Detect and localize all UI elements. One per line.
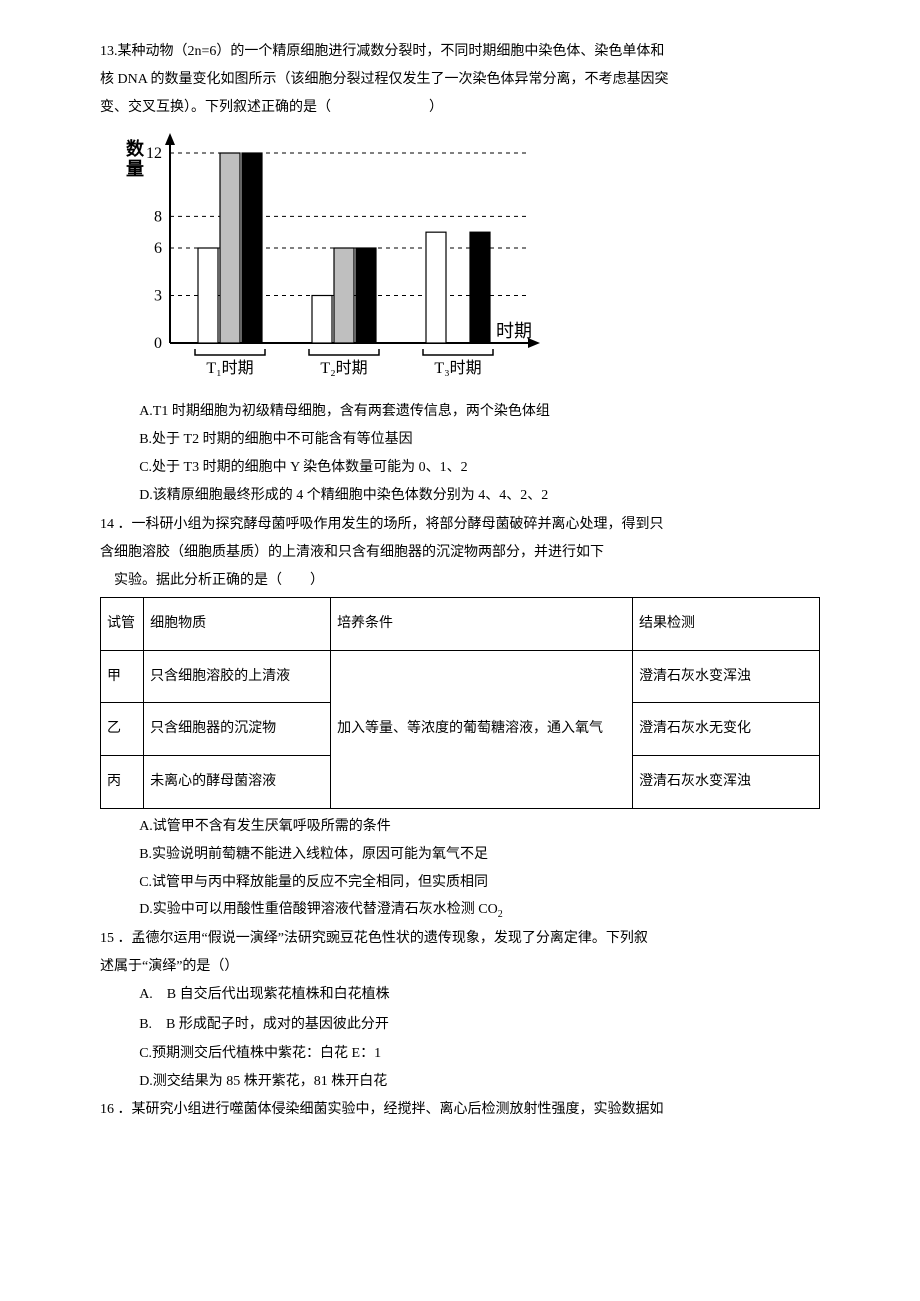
th-tube: 试管 — [101, 597, 144, 650]
cell-material-3: 未离心的酵母菌溶液 — [144, 756, 331, 809]
q13-option-b: B.处于 T2 时期的细胞中不可能含有等位基因 — [100, 428, 820, 452]
bar-chart-svg: 0 3 6 8 12数量时期 T₁时期 T₂时期 T₃时期 — [100, 125, 540, 385]
cell-result-1: 澄清石灰水变浑浊 — [633, 650, 820, 703]
svg-text:T₃时期: T₃时期 — [434, 359, 481, 377]
svg-text:6: 6 — [154, 240, 162, 257]
svg-text:0: 0 — [154, 335, 162, 352]
cell-material-1: 只含细胞溶胶的上清液 — [144, 650, 331, 703]
cell-material-2: 只含细胞器的沉淀物 — [144, 703, 331, 756]
q13-option-d: D.该精原细胞最终形成的 4 个精细胞中染色体数分别为 4、4、2、2 — [100, 484, 820, 508]
q14-option-a: A.试管甲不含有发生厌氧呼吸所需的条件 — [100, 815, 820, 839]
svg-text:8: 8 — [154, 209, 162, 226]
q14-option-d-text: D.实验中可以用酸性重倍酸钾溶液代替澄清石灰水检测 CO — [139, 902, 498, 917]
q13-chart: 0 3 6 8 12数量时期 T₁时期 T₂时期 T₃时期 — [100, 125, 820, 394]
cell-tube-2: 乙 — [101, 703, 144, 756]
th-material: 细胞物质 — [144, 597, 331, 650]
q14-option-c: C.试管甲与丙中释放能量的反应不完全相同，但实质相同 — [100, 871, 820, 895]
q15-option-c: C.预期测交后代植株中紫花：白花 E：1 — [100, 1042, 820, 1066]
q14-table: 试管 细胞物质 培养条件 结果检测 甲 只含细胞溶胶的上清液 加入等量、等浓度的… — [100, 597, 820, 809]
q13-stem-line3: 变、交叉互换）。下列叙述正确的是（ ） — [100, 96, 820, 120]
cell-result-2: 澄清石灰水无变化 — [633, 703, 820, 756]
table-row: 甲 只含细胞溶胶的上清液 加入等量、等浓度的葡萄糖溶液，通入氧气 澄清石灰水变浑… — [101, 650, 820, 703]
q13-stem-line1: 13.某种动物（2n=6）的一个精原细胞进行减数分裂时，不同时期细胞中染色体、染… — [100, 40, 820, 64]
svg-text:12: 12 — [146, 145, 162, 162]
q14-option-d: D.实验中可以用酸性重倍酸钾溶液代替澄清石灰水检测 CO2 — [100, 898, 820, 923]
q15-stem-line2: 述属于“演绎”的是（） — [100, 955, 820, 979]
q15-option-d: D.测交结果为 85 株开紫花，81 株开白花 — [100, 1070, 820, 1094]
page: 13.某种动物（2n=6）的一个精原细胞进行减数分裂时，不同时期细胞中染色体、染… — [0, 0, 920, 1301]
q16-stem-line1: 16 ．某研究小组进行噬菌体侵染细菌实验中，经搅拌、离心后检测放射性强度，实验数… — [100, 1098, 820, 1122]
svg-text:数: 数 — [126, 138, 145, 159]
cell-tube-1: 甲 — [101, 650, 144, 703]
q14-option-b: B.实验说明前萄糖不能进入线粒体，原因可能为氧气不足 — [100, 843, 820, 867]
svg-text:时期: 时期 — [496, 321, 532, 341]
table-row: 试管 细胞物质 培养条件 结果检测 — [101, 597, 820, 650]
q15-option-a: A. B 自交后代出现紫花植株和白花植株 — [100, 983, 820, 1007]
th-condition: 培养条件 — [331, 597, 633, 650]
th-result: 结果检测 — [633, 597, 820, 650]
q14-stem-line2: 含细胞溶胶（细胞质基质）的上清液和只含有细胞器的沉淀物两部分，并进行如下 — [100, 541, 820, 565]
svg-text:T₂时期: T₂时期 — [320, 359, 367, 377]
q13-option-a: A.T1 时期细胞为初级精母细胞，含有两套遗传信息，两个染色体组 — [100, 400, 820, 424]
svg-text:3: 3 — [154, 288, 162, 305]
cell-result-3: 澄清石灰水变浑浊 — [633, 756, 820, 809]
q15-stem-line1: 15 ．孟德尔运用“假说一演绎”法研究豌豆花色性状的遗传现象，发现了分离定律。下… — [100, 927, 820, 951]
q13-stem-line2: 核 DNA 的数量变化如图所示（该细胞分裂过程仅发生了一次染色体异常分离，不考虑… — [100, 68, 820, 92]
svg-text:T₁时期: T₁时期 — [206, 359, 253, 377]
q13-option-c: C.处于 T3 时期的细胞中 Y 染色体数量可能为 0、1、2 — [100, 456, 820, 480]
cell-tube-3: 丙 — [101, 756, 144, 809]
q14-stem-line3: 实验。据此分析正确的是（ ） — [100, 569, 820, 593]
q14-stem-line1: 14 ．一科研小组为探究酵母菌呼吸作用发生的场所，将部分酵母菌破碎并离心处理，得… — [100, 513, 820, 537]
svg-text:量: 量 — [126, 158, 144, 179]
q14-option-d-sub: 2 — [498, 909, 503, 920]
cell-condition-merged: 加入等量、等浓度的葡萄糖溶液，通入氧气 — [331, 650, 633, 808]
q15-option-b: B. B 形成配子时，成对的基因彼此分开 — [100, 1013, 820, 1037]
